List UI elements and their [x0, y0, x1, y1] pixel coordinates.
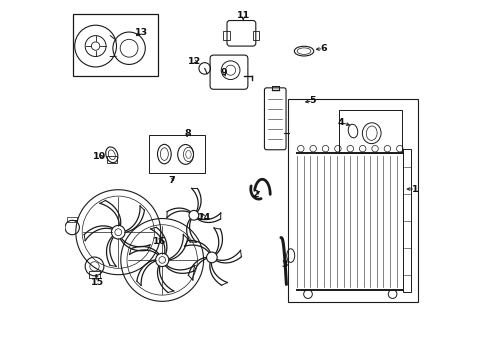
Text: 3: 3: [281, 260, 288, 269]
Text: 11: 11: [237, 11, 250, 20]
Bar: [223, 31, 230, 40]
Bar: [288, 99, 418, 302]
Text: 13: 13: [135, 28, 148, 37]
Bar: [403, 149, 411, 292]
Text: 10: 10: [93, 152, 106, 161]
Bar: [90, 271, 99, 278]
Text: 5: 5: [309, 96, 316, 105]
Bar: [149, 135, 205, 173]
Text: 15: 15: [91, 278, 104, 287]
Text: 1: 1: [412, 185, 418, 194]
Text: 14: 14: [198, 213, 211, 222]
Bar: [339, 110, 402, 153]
Text: 9: 9: [221, 68, 227, 77]
Bar: [107, 156, 117, 163]
Bar: [73, 14, 157, 76]
Text: 8: 8: [184, 129, 191, 138]
Text: 2: 2: [252, 190, 259, 199]
Text: 4: 4: [338, 118, 344, 127]
Bar: [253, 31, 259, 40]
Text: 7: 7: [168, 176, 175, 185]
Text: 12: 12: [188, 57, 201, 66]
Text: 6: 6: [320, 44, 327, 53]
Text: 16: 16: [153, 237, 166, 246]
Bar: [67, 217, 77, 222]
